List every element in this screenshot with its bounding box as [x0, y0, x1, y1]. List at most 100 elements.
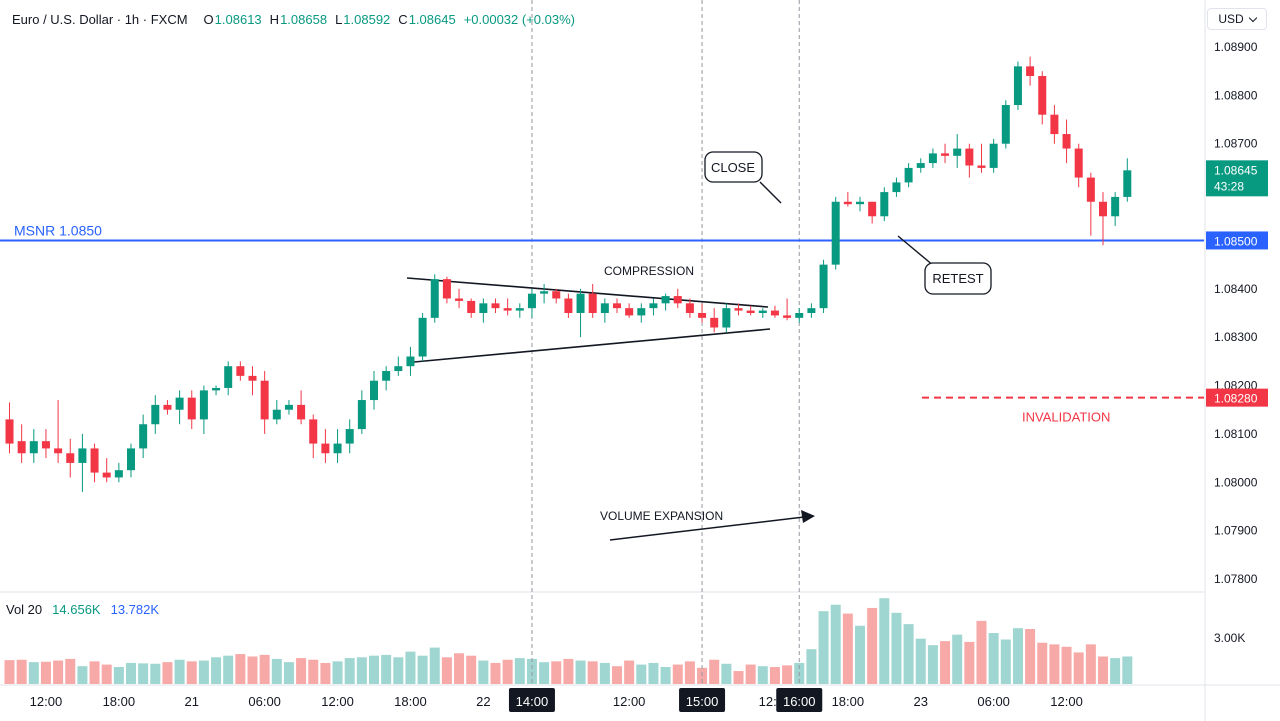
time-axis-tick: 12:00	[1050, 694, 1083, 709]
volume-bar	[952, 634, 963, 684]
time-axis-tick: 22	[476, 694, 490, 709]
candle-body	[953, 148, 962, 156]
candle-body	[625, 308, 634, 316]
candle-body	[297, 404, 306, 420]
volume-bar	[478, 660, 489, 684]
price-axis-tick: 1.08900	[1214, 40, 1258, 54]
compression-label: COMPRESSION	[604, 264, 694, 278]
candle-body	[1038, 76, 1047, 115]
chevron-down-icon	[1248, 13, 1257, 22]
volume-bar	[223, 655, 234, 684]
time-axis-tick: 23	[914, 694, 928, 709]
volume-bar	[101, 664, 112, 684]
volume-bar	[356, 657, 367, 684]
candle-body	[394, 366, 403, 372]
volume-bar	[381, 654, 392, 684]
invalidation-axis-label: 1.08280	[1214, 392, 1258, 406]
candle-body	[479, 303, 488, 313]
candle-body	[139, 424, 148, 449]
candle-body	[272, 409, 281, 420]
candle-body	[576, 293, 585, 313]
volume-bar	[830, 604, 841, 684]
time-axis-tick: 18:00	[103, 694, 136, 709]
ohlc-low: L 1.08592	[335, 12, 391, 27]
volume-bar	[526, 658, 537, 684]
candle-body	[941, 153, 950, 156]
volume-bar	[648, 662, 659, 684]
volume-bar	[806, 649, 817, 684]
candle-body	[17, 441, 26, 454]
candle-body	[455, 298, 464, 301]
candle-body	[29, 441, 38, 454]
volume-bar	[624, 660, 635, 684]
volume-bar	[1085, 644, 1096, 684]
volume-bar	[417, 655, 428, 684]
volume-bar	[1037, 642, 1048, 684]
ohlc-change: +0.00032 (+0.03%)	[463, 12, 575, 27]
currency-label: USD	[1218, 12, 1244, 26]
candle-body	[661, 296, 670, 304]
ohlc-open: O 1.08613	[203, 12, 262, 27]
candle-body	[248, 375, 257, 381]
volume-bar	[296, 658, 307, 684]
candle-body	[1123, 170, 1132, 197]
candle-body	[41, 441, 50, 449]
msnr-axis-badge	[1206, 231, 1268, 250]
candle-body	[90, 448, 99, 473]
volume-bar	[77, 666, 88, 684]
msnr-axis-label: 1.08500	[1214, 234, 1258, 248]
candle-body	[151, 404, 160, 425]
candle-body	[892, 182, 901, 193]
retest-callout-label: RETEST	[932, 271, 983, 286]
volume-bar	[1012, 628, 1023, 684]
volume-bar	[393, 657, 404, 684]
volume-bar	[235, 654, 246, 684]
volume-bar	[4, 660, 15, 684]
retest-callout-box	[924, 262, 992, 295]
volume-bar	[28, 662, 39, 684]
candle-body	[710, 317, 719, 328]
volume-bar	[429, 647, 440, 684]
volume-expansion-arrow-head	[801, 510, 815, 523]
currency-selector[interactable]: USD	[1207, 8, 1267, 30]
volume-bar	[150, 663, 161, 684]
volume-bar	[599, 662, 610, 684]
candle-body	[1111, 196, 1120, 217]
close-callout-label: CLOSE	[711, 160, 755, 175]
volume-bar	[344, 658, 355, 684]
volume-bar	[769, 667, 780, 684]
candle-body	[199, 390, 208, 420]
candle-body	[1026, 66, 1035, 77]
time-marker-badge	[776, 688, 823, 712]
volume-bar	[684, 661, 695, 684]
time-axis-tick: 06:00	[977, 694, 1010, 709]
candle-body	[637, 308, 646, 316]
volume-bar	[89, 661, 100, 684]
volume-bar	[1025, 628, 1036, 684]
volume-bar	[1061, 646, 1072, 684]
volume-bar	[818, 611, 829, 684]
volume-bar	[988, 633, 999, 684]
volume-bar	[757, 666, 768, 684]
candle-body	[1099, 201, 1107, 217]
time-axis-tick: 12:00	[613, 694, 646, 709]
compression-lower-line	[413, 328, 771, 363]
candle-body	[430, 279, 439, 318]
symbol-title[interactable]: Euro / U.S. Dollar · 1h · FXCM	[12, 12, 188, 27]
price-axis-tick: 1.08100	[1214, 427, 1258, 441]
volume-bar	[162, 662, 173, 684]
msnr-label: MSNR 1.0850	[14, 222, 102, 238]
volume-expansion-label: VOLUME EXPANSION	[600, 509, 723, 523]
candle-body	[795, 313, 804, 318]
countdown-label: 43:28	[1214, 179, 1244, 193]
candle-body	[868, 201, 877, 217]
time-marker-label: 16:00	[783, 694, 816, 709]
candle-body	[527, 293, 536, 309]
candle-body	[333, 443, 342, 454]
volume-bar	[976, 620, 987, 684]
volume-bar	[782, 665, 793, 684]
volume-bar	[466, 655, 477, 684]
candle-body	[442, 279, 451, 299]
volume-bar	[490, 662, 501, 684]
